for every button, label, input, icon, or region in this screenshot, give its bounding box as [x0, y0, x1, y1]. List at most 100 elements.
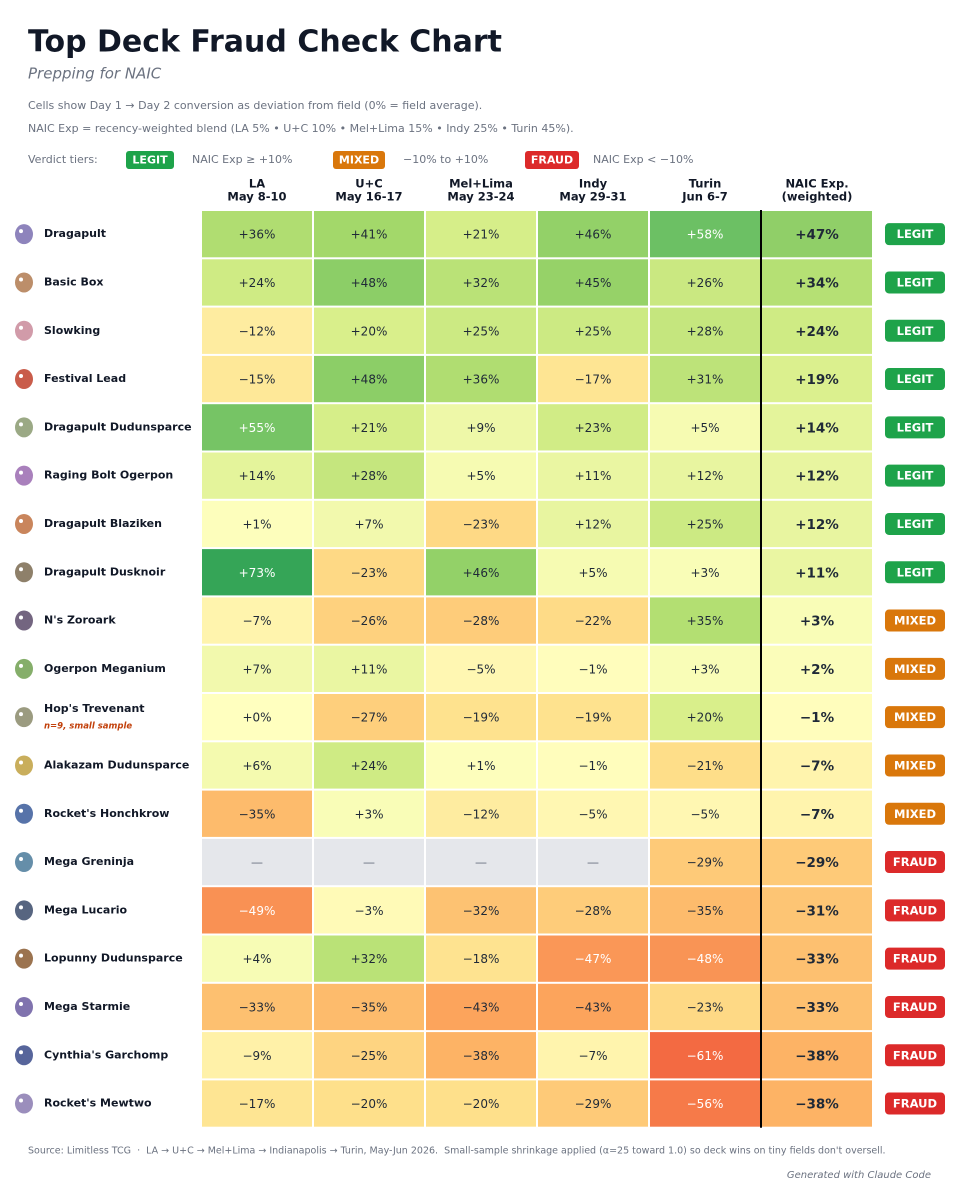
deck-icon [15, 1045, 33, 1066]
expected-cell [762, 549, 872, 596]
cell-value: +25% [575, 324, 612, 338]
tier-text: NAIC Exp ≥ +10% [192, 153, 293, 166]
cell [314, 887, 424, 934]
cell-value: −12% [239, 324, 276, 338]
cell [538, 259, 648, 306]
deck-name: Dragapult Blaziken [44, 517, 162, 530]
cell [538, 211, 648, 258]
expected-value: −33% [795, 1000, 839, 1016]
deck-name: Hop's Trevenant [44, 702, 145, 715]
cell-value: −18% [463, 952, 500, 966]
verdict-badge [885, 512, 945, 535]
deck-icon-eye [19, 1050, 23, 1055]
cell [314, 355, 424, 403]
cell [426, 597, 536, 644]
verdict-label: FRAUD [893, 1000, 937, 1014]
deck-icon-eye [19, 229, 23, 234]
deck-name: Mega Greninja [44, 855, 134, 868]
cell-value: −1% [578, 759, 607, 773]
cell-value: −15% [239, 373, 276, 387]
title: Top Deck Fraud Check Chart [28, 25, 502, 60]
cell-value: −33% [239, 1000, 276, 1014]
cell [650, 645, 760, 692]
cell-value: +5% [466, 469, 495, 483]
cell-value: −43% [463, 1000, 500, 1014]
deck-icon [15, 513, 33, 534]
cell-value: +0% [242, 711, 271, 725]
cell [426, 1080, 536, 1127]
cell-value: −23% [463, 517, 500, 531]
cell [314, 983, 424, 1031]
verdict-badge [885, 1044, 945, 1067]
expected-value: +14% [795, 420, 839, 436]
verdict-badge [885, 995, 945, 1018]
cell-value: −7% [578, 1049, 607, 1063]
cell [202, 259, 312, 306]
deck-icon-eye [19, 1001, 23, 1006]
cell-value: −23% [687, 1000, 724, 1014]
cell-value: +7% [242, 662, 271, 676]
cell-value: −35% [687, 904, 724, 918]
cell [202, 404, 312, 451]
cell-value: — [475, 856, 487, 870]
cell [202, 935, 312, 982]
cell-value: −1% [578, 662, 607, 676]
expected-cell [762, 404, 872, 451]
expected-cell [762, 887, 872, 934]
deck-name: Dragapult [44, 227, 106, 240]
cell [202, 983, 312, 1031]
cell-value: +1% [242, 517, 271, 531]
verdict-label: FRAUD [893, 1048, 937, 1062]
cell-value: +55% [239, 421, 276, 435]
expected-cell [762, 211, 872, 258]
deck-icon [15, 224, 33, 245]
verdict-badge [885, 416, 945, 439]
cell [426, 307, 536, 354]
cell-value: −49% [239, 904, 276, 918]
cell [538, 645, 648, 692]
cell [426, 549, 536, 596]
deck-name: N's Zoroark [44, 614, 116, 627]
verdict-label: FRAUD [893, 1097, 937, 1111]
expected-value: −33% [795, 952, 839, 968]
deck-icon [15, 803, 33, 824]
cell [314, 549, 424, 596]
verdict-label: MIXED [894, 662, 936, 676]
cell-value: +25% [463, 324, 500, 338]
expected-value: +19% [795, 372, 839, 388]
cell [202, 790, 312, 837]
cell-value: +23% [575, 421, 612, 435]
cell [202, 645, 312, 692]
tier-badge [126, 151, 174, 169]
cell-value: +11% [575, 469, 612, 483]
deck-name: Ogerpon Meganium [44, 662, 166, 675]
cell-value: +5% [690, 421, 719, 435]
cell-value: +20% [351, 324, 388, 338]
deck-icon-eye [19, 518, 23, 523]
deck-icon-eye [19, 277, 23, 282]
cell-value: +58% [687, 228, 724, 242]
verdict-badge [885, 464, 945, 487]
cell [202, 742, 312, 789]
cell-value: −38% [463, 1049, 500, 1063]
cell-value: +24% [239, 276, 276, 290]
cell-value: −19% [575, 711, 612, 725]
cell [202, 838, 312, 886]
cell [314, 404, 424, 451]
expected-value: −38% [795, 1048, 839, 1064]
cell-value: −29% [575, 1097, 612, 1111]
tier-badge-label: FRAUD [531, 154, 573, 167]
tier-badge [525, 151, 579, 169]
cell-value: +20% [687, 711, 724, 725]
cell [202, 549, 312, 596]
cell [538, 790, 648, 837]
verdict-badge [885, 319, 945, 342]
deck-name: Raging Bolt Ogerpon [44, 469, 173, 482]
cell-value: −9% [242, 1049, 271, 1063]
cell-value: +12% [687, 469, 724, 483]
column-name: Mel+Lima [449, 177, 513, 191]
tier-badge-label: MIXED [339, 154, 379, 167]
expected-cell [762, 1032, 872, 1079]
cell-value: −22% [575, 614, 612, 628]
